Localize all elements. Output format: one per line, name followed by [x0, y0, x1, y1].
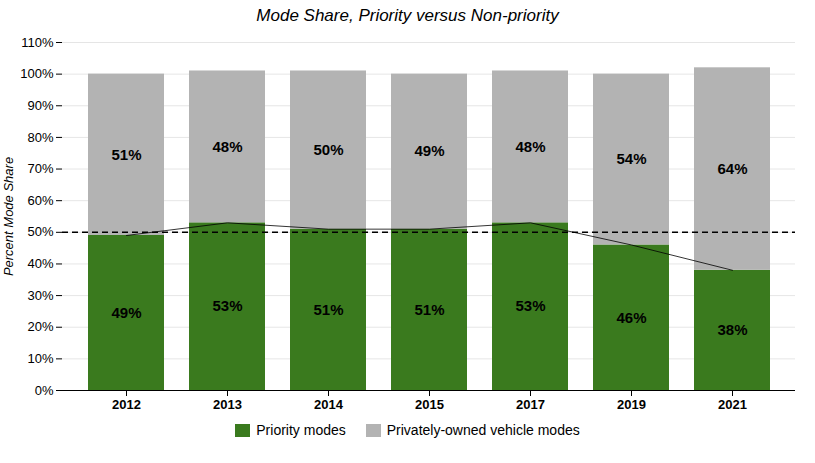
svg-text:70%: 70%: [27, 161, 53, 176]
svg-text:100%: 100%: [20, 66, 54, 81]
svg-text:20%: 20%: [27, 319, 53, 334]
svg-text:50%: 50%: [313, 141, 343, 158]
svg-text:38%: 38%: [717, 321, 747, 338]
html-text:Priority modes: Priority modes: [256, 422, 346, 438]
svg-text:51%: 51%: [111, 146, 141, 163]
svg-text:54%: 54%: [616, 150, 646, 167]
svg-text:80%: 80%: [27, 130, 53, 145]
svg-text:50%: 50%: [27, 224, 53, 239]
svg-text:0%: 0%: [35, 383, 54, 398]
svg-text:2013: 2013: [213, 397, 242, 412]
svg-text:48%: 48%: [515, 138, 545, 155]
html-text:Mode Share, Priority versus No: Mode Share, Priority versus Non-priority: [256, 6, 559, 25]
svg-text:2019: 2019: [617, 397, 646, 412]
svg-text:2014: 2014: [314, 397, 344, 412]
svg-text:2012: 2012: [112, 397, 141, 412]
svg-text:60%: 60%: [27, 193, 53, 208]
svg-text:90%: 90%: [27, 98, 53, 113]
svg-text:10%: 10%: [27, 351, 53, 366]
svg-text:48%: 48%: [212, 138, 242, 155]
svg-text:46%: 46%: [616, 309, 646, 326]
svg-text:Percent Mode Share: Percent Mode Share: [1, 157, 16, 276]
svg-text:53%: 53%: [515, 297, 545, 314]
svg-text:2015: 2015: [415, 397, 444, 412]
svg-text:64%: 64%: [717, 160, 747, 177]
svg-text:51%: 51%: [414, 301, 444, 318]
svg-text:2021: 2021: [718, 397, 747, 412]
svg-text:49%: 49%: [414, 142, 444, 159]
svg-text:30%: 30%: [27, 288, 53, 303]
html-text:Privately-owned vehicle modes: Privately-owned vehicle modes: [386, 422, 580, 438]
svg-text:51%: 51%: [313, 301, 343, 318]
svg-text:49%: 49%: [111, 304, 141, 321]
svg-text:2017: 2017: [516, 397, 545, 412]
svg-text:40%: 40%: [27, 256, 53, 271]
svg-text:110%: 110%: [21, 35, 54, 50]
svg-text:53%: 53%: [212, 297, 242, 314]
